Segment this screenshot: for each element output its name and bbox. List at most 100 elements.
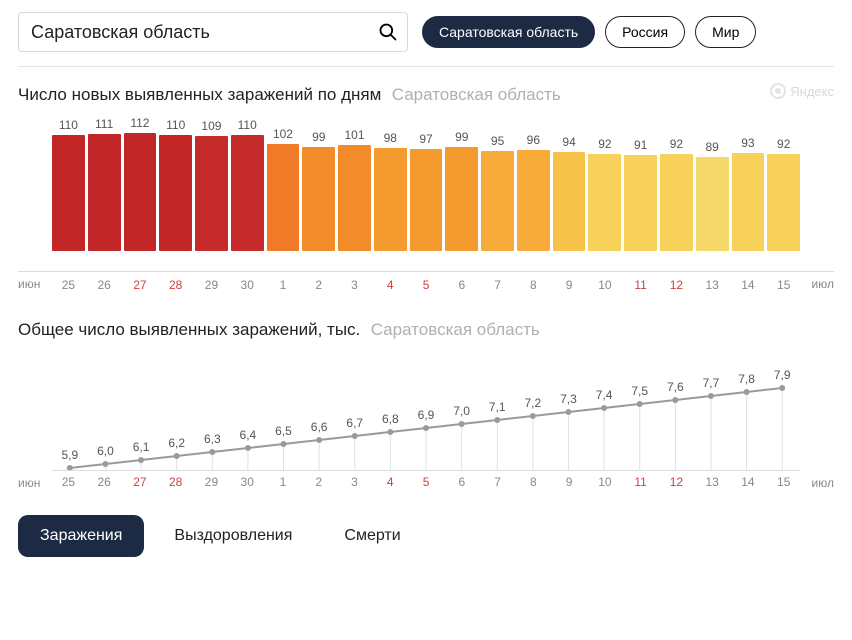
search-button[interactable] <box>372 16 404 48</box>
line-chart-title: Общее число выявленных заражений, тыс. <box>18 320 360 339</box>
bar-value-label: 109 <box>201 119 221 133</box>
bar-value-label: 112 <box>130 116 149 130</box>
x-tick-label: 8 <box>517 475 550 489</box>
bar-value-label: 94 <box>562 135 575 149</box>
bar-rect <box>767 154 800 251</box>
x-tick-label: 2 <box>302 278 335 292</box>
bar-column: 99 <box>302 130 335 251</box>
bar-column: 92 <box>660 137 693 251</box>
bar-column: 112 <box>124 116 157 251</box>
x-tick-label: 7 <box>481 475 514 489</box>
x-tick-label: 14 <box>732 278 765 292</box>
x-tick-label: 8 <box>517 278 550 292</box>
bar-rect <box>553 152 586 251</box>
line-x-labels: 252627282930123456789101112131415 <box>18 475 834 489</box>
x-tick-label: 1 <box>267 475 300 489</box>
search-box[interactable] <box>18 12 408 52</box>
bar-value-label: 101 <box>344 128 364 142</box>
bar-value-label: 95 <box>491 134 504 148</box>
metric-tab[interactable]: Заражения <box>18 515 144 557</box>
x-tick-label: 30 <box>231 278 264 292</box>
bar-column: 97 <box>410 132 443 251</box>
bar-column: 96 <box>517 133 550 251</box>
bar-value-label: 97 <box>419 132 432 146</box>
bar-rect <box>338 145 371 251</box>
bar-value-label: 92 <box>777 137 790 151</box>
x-tick-label: 5 <box>410 278 443 292</box>
bar-column: 91 <box>624 138 657 251</box>
bar-x-labels: 252627282930123456789101112131415 <box>18 278 834 292</box>
x-tick-label: 26 <box>88 475 121 489</box>
bar-value-label: 92 <box>598 137 611 151</box>
bar-rect <box>624 155 657 251</box>
region-pill[interactable]: Россия <box>605 16 685 48</box>
bar-value-label: 96 <box>527 133 540 147</box>
x-tick-label: 4 <box>374 475 407 489</box>
metric-tabs: ЗараженияВыздоровленияСмерти <box>18 515 834 557</box>
x-tick-label: 11 <box>624 475 657 489</box>
bar-column: 93 <box>732 136 765 251</box>
bar-column: 110 <box>52 118 85 251</box>
bar-column: 92 <box>588 137 621 251</box>
bar-rect <box>660 154 693 251</box>
bar-column: 110 <box>159 118 192 251</box>
x-tick-label: 3 <box>338 475 371 489</box>
region-pill[interactable]: Мир <box>695 16 756 48</box>
line-svg <box>52 350 800 470</box>
x-axis-line <box>18 271 834 272</box>
month-right-label: июл <box>812 277 834 291</box>
bar-column: 94 <box>553 135 586 251</box>
bar-value-label: 89 <box>705 140 718 154</box>
x-tick-label: 27 <box>124 278 157 292</box>
bar-rect <box>517 150 550 251</box>
bar-column: 109 <box>195 119 228 251</box>
bar-value-label: 93 <box>741 136 754 150</box>
bar-value-label: 110 <box>166 118 185 132</box>
x-tick-label: 15 <box>767 475 800 489</box>
x-tick-label: 9 <box>553 278 586 292</box>
bar-value-label: 111 <box>95 117 113 131</box>
x-tick-label: 25 <box>52 278 85 292</box>
bar-column: 102 <box>267 127 300 251</box>
bar-column: 111 <box>88 117 121 251</box>
bar-column: 95 <box>481 134 514 251</box>
divider <box>18 66 834 67</box>
x-tick-label: 13 <box>696 475 729 489</box>
bar-rect <box>267 144 300 251</box>
x-tick-label: 12 <box>660 475 693 489</box>
metric-tab[interactable]: Смерти <box>322 515 422 557</box>
search-input[interactable] <box>18 12 408 52</box>
bar-value-label: 99 <box>312 130 325 144</box>
x-tick-label: 14 <box>732 475 765 489</box>
watermark-text: Яндекс <box>790 84 834 99</box>
x-tick-label: 30 <box>231 475 264 489</box>
bar-rect <box>231 135 264 251</box>
x-axis-line-2 <box>52 470 800 471</box>
bar-chart: Число новых выявленных заражений по дням… <box>18 85 834 292</box>
x-tick-label: 1 <box>267 278 300 292</box>
x-tick-label: 29 <box>195 278 228 292</box>
bar-chart-title: Число новых выявленных заражений по дням <box>18 85 381 104</box>
bar-rect <box>159 135 192 251</box>
bar-value-label: 98 <box>384 131 397 145</box>
bar-column: 98 <box>374 131 407 251</box>
bar-rect <box>732 153 765 251</box>
bar-column: 89 <box>696 140 729 251</box>
x-tick-label: 6 <box>445 278 478 292</box>
x-tick-label: 7 <box>481 278 514 292</box>
bar-rect <box>410 149 443 251</box>
bar-column: 92 <box>767 137 800 251</box>
bar-rect <box>302 147 335 251</box>
x-tick-label: 12 <box>660 278 693 292</box>
bar-value-label: 102 <box>273 127 293 141</box>
month-left-label: июн <box>18 277 40 291</box>
bar-value-label: 92 <box>670 137 683 151</box>
watermark: Яндекс <box>770 83 834 99</box>
bar-column: 101 <box>338 128 371 251</box>
region-pill[interactable]: Саратовская область <box>422 16 595 48</box>
metric-tab[interactable]: Выздоровления <box>152 515 314 557</box>
x-tick-label: 28 <box>159 475 192 489</box>
x-tick-label: 25 <box>52 475 85 489</box>
x-tick-label: 10 <box>588 475 621 489</box>
x-tick-label: 6 <box>445 475 478 489</box>
